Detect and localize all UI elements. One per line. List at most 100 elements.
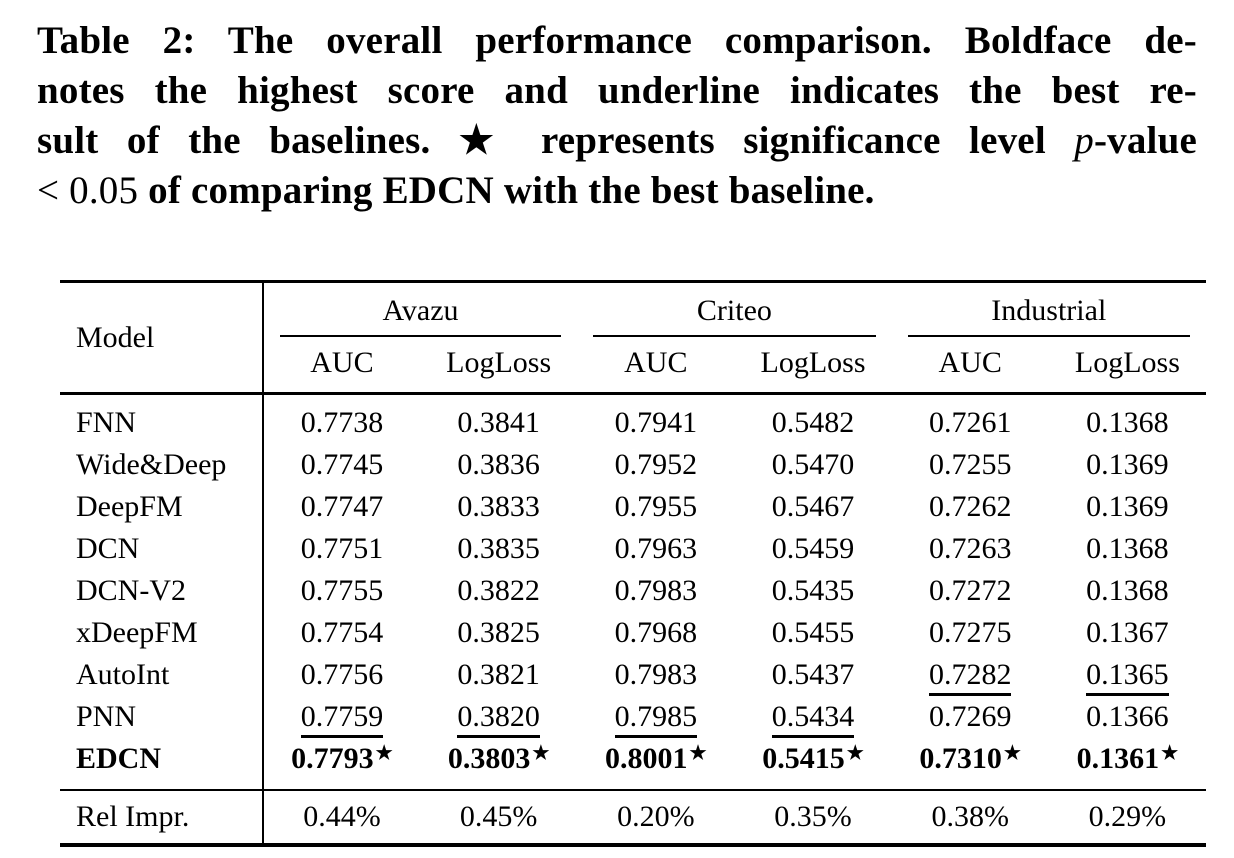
value-cell: 0.5435 (734, 570, 891, 612)
caption-text: -value (1093, 119, 1197, 162)
model-name-cell: EDCN (60, 738, 264, 790)
metric-value: 0.7751 (300, 532, 384, 565)
value-cell: 0.7255 (892, 444, 1049, 486)
value-cell: 0.5459 (734, 528, 891, 570)
value-cell: 0.7983 (577, 570, 734, 612)
metric-value: 0.3836 (457, 448, 540, 481)
metric-value: 0.5467 (771, 490, 855, 523)
value-cell: 0.3841 (420, 394, 577, 445)
table-row: DeepFM 0.7747 0.3833 0.7955 0.5467 0.7262 0.13… (60, 486, 1206, 528)
value-cell: 0.1368 (1049, 394, 1206, 445)
value-cell: 0.5437 (734, 654, 891, 696)
value-cell: 0.3822 (420, 570, 577, 612)
value-cell: 0.3833 (420, 486, 577, 528)
value-cell: 0.3820 (420, 696, 577, 738)
value-cell: 0.5470 (734, 444, 891, 486)
value-cell: 0.7745 (263, 444, 420, 486)
metric-value: 0.5435 (771, 574, 855, 607)
metric-value: 0.7985 (614, 700, 698, 738)
table-area: Model Avazu Criteo Industrial AUC LogLos… (60, 280, 1206, 847)
metric-value: 0.1369 (1086, 448, 1169, 481)
metric-value: 0.7955 (614, 490, 698, 523)
table-row: DCN 0.7751 0.3835 0.7963 0.5459 0.7263 0.1368 (60, 528, 1206, 570)
col-header-industrial-auc: AUC (891, 337, 1049, 395)
model-name-cell: FNN (60, 393, 264, 444)
metric-value: 0.5459 (771, 532, 855, 565)
table-body: FNN 0.7738 0.3841 0.7941 0.5482 0.7261 0.1368 W… (60, 393, 1206, 790)
rel-impr-label: Rel Impr. (60, 789, 264, 845)
value-cell: 0.7759 (263, 696, 420, 738)
table-footer: Rel Impr. 0.44% 0.45% 0.20% 0.35% 0.38% … (60, 789, 1206, 845)
value-cell: 0.3835 (420, 528, 577, 570)
metric-value: 0.5437 (771, 658, 855, 691)
metric-value: 0.5434 (771, 700, 855, 738)
metric-value: 0.7745 (300, 448, 384, 481)
metric-value: 0.1367 (1086, 616, 1169, 649)
metric-value: 0.3835 (457, 532, 540, 565)
metric-value: 0.3822 (457, 574, 540, 607)
metric-value: 0.1369 (1086, 490, 1169, 523)
group-label-rule: Avazu (279, 283, 562, 337)
model-column-header: Model (60, 281, 264, 395)
group-header-avazu: Avazu (263, 282, 577, 337)
value-cell: 0.7751 (263, 528, 420, 570)
significance-star-icon: ★ (458, 119, 513, 162)
value-cell: 0.1368 (1049, 528, 1206, 570)
rel-impr-value: 0.44% (262, 789, 421, 845)
value-cell: 0.7275 (892, 612, 1049, 654)
metric-value: 0.7263 (928, 532, 1012, 565)
model-name-cell: Wide&Deep (60, 444, 264, 486)
value-cell: 0.7263 (892, 528, 1049, 570)
value-cell: 0.3836 (420, 444, 577, 486)
metric-value: 0.7738 (300, 406, 384, 439)
value-cell: 0.7941 (577, 394, 734, 445)
value-cell: 0.7282 (892, 654, 1049, 696)
caption-math-text: < 0.05 (37, 169, 139, 212)
value-cell: 0.7963 (577, 528, 734, 570)
value-cell: 0.1369 (1049, 444, 1206, 486)
metric-value: 0.7261 (928, 406, 1012, 439)
group-header-industrial: Industrial (892, 282, 1206, 337)
value-cell: 0.3825 (420, 612, 577, 654)
metric-value: 0.1366 (1086, 700, 1169, 733)
rel-impr-row: Rel Impr. 0.44% 0.45% 0.20% 0.35% 0.38% … (60, 789, 1206, 845)
table-header: Model Avazu Criteo Industrial AUC LogLos… (60, 281, 1206, 395)
caption-line-2: notes the highest score and underline in… (37, 66, 1197, 116)
metric-value: 0.8001 (605, 742, 688, 775)
table-row: Wide&Deep 0.7745 0.3836 0.7952 0.5470 0.7255 0… (60, 444, 1206, 486)
value-cell: 0.7952 (577, 444, 734, 486)
metric-value: 0.7282 (928, 658, 1012, 696)
metric-value: 0.5470 (771, 448, 855, 481)
caption-text: represents significance level (512, 119, 1075, 162)
value-cell: 0.8001 ★ (577, 738, 734, 790)
table-row: FNN 0.7738 0.3841 0.7941 0.5482 0.7261 0.1368 (60, 393, 1206, 445)
metric-value: 0.7759 (300, 700, 384, 738)
caption-line-4: < 0.05 of comparing EDCN with the best b… (37, 166, 1197, 216)
model-name-cell: PNN (60, 696, 264, 738)
value-cell: 0.1361 ★ (1049, 738, 1206, 790)
group-label-rule: Criteo (593, 283, 876, 337)
table-row: EDCN 0.7793 ★ 0.3803 ★ 0.8001 ★ 0.5415 ★ 0.7310 ★ 0… (60, 738, 1206, 790)
value-cell: 0.7261 (892, 394, 1049, 445)
table-row: xDeepFM 0.7754 0.3825 0.7968 0.5455 0.7275 0.1… (60, 612, 1206, 654)
value-cell: 0.7269 (892, 696, 1049, 738)
metric-value: 0.5455 (771, 616, 855, 649)
value-cell: 0.7272 (892, 570, 1049, 612)
metric-value: 0.1361 (1076, 742, 1160, 775)
rel-impr-value: 0.45% (420, 789, 578, 845)
metric-value: 0.7310 (919, 742, 1002, 775)
metric-value: 0.7269 (928, 700, 1012, 733)
value-cell: 0.7747 (263, 486, 420, 528)
rel-impr-value: 0.35% (734, 789, 892, 845)
group-label: Avazu (382, 294, 459, 327)
value-cell: 0.7755 (263, 570, 420, 612)
metric-value: 0.1368 (1086, 406, 1169, 439)
value-cell: 0.3821 (420, 654, 577, 696)
col-header-industrial-logloss: LogLoss (1048, 337, 1206, 395)
metric-value: 0.7755 (300, 574, 384, 607)
value-cell: 0.5482 (734, 394, 891, 445)
metric-value: 0.7983 (614, 574, 698, 607)
model-name-cell: xDeepFM (60, 612, 264, 654)
caption-line-3: sult of the baselines. ★ represents sign… (37, 116, 1197, 166)
value-cell: 0.7738 (263, 394, 420, 445)
